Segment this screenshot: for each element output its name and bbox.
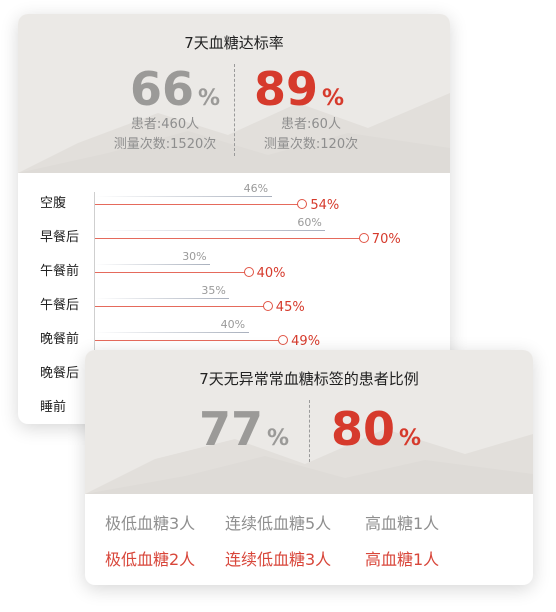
category-label: 晚餐前 xyxy=(40,332,80,347)
compliance-left-rate: 66% xyxy=(130,62,221,116)
bar-gray-label: 35% xyxy=(201,284,226,297)
bar-gray-label: 60% xyxy=(297,216,322,229)
tag-red-2: 连续低血糖3人 xyxy=(225,550,332,569)
bar-red xyxy=(95,306,268,307)
bar-red xyxy=(95,204,303,205)
category-label: 晚餐后 xyxy=(40,366,80,381)
bar-gray xyxy=(95,298,230,299)
bar-red-label: 70% xyxy=(371,232,401,247)
bar-red-endpoint xyxy=(297,199,308,209)
tag-ratio-right-rate: 80% xyxy=(331,402,422,456)
bar-red-endpoint xyxy=(243,267,254,277)
compliance-right-rate: 89% xyxy=(254,62,345,116)
bar-red-label: 45% xyxy=(275,300,305,315)
category-label: 空腹 xyxy=(40,196,67,211)
tag-red-3: 高血糖1人 xyxy=(365,550,440,569)
category-label: 睡前 xyxy=(40,400,67,415)
bar-gray xyxy=(95,332,249,333)
bar-red-label: 54% xyxy=(310,198,340,213)
compliance-left-measures: 测量次数:1520次 xyxy=(113,137,217,152)
bar-red-endpoint xyxy=(358,233,369,243)
bar-red-label: 40% xyxy=(256,266,286,281)
tag-ratio-divider xyxy=(309,400,310,462)
compliance-hero: 7天血糖达标率 66% 患者:460人 测量次数:1520次 89% 患者:60… xyxy=(18,14,450,173)
tag-gray-3: 高血糖1人 xyxy=(365,514,440,533)
compliance-title: 7天血糖达标率 xyxy=(184,34,284,52)
chart-axis xyxy=(94,192,95,424)
tag-red-1: 极低血糖2人 xyxy=(105,550,196,569)
compliance-right-patients: 患者:60人 xyxy=(281,117,341,132)
bar-gray xyxy=(95,264,211,265)
bar-red xyxy=(95,340,284,341)
tag-gray-2: 连续低血糖5人 xyxy=(225,514,332,533)
compliance-left-stats: 患者:460人 测量次数:1520次 xyxy=(100,115,230,155)
category-label: 午餐后 xyxy=(40,298,80,313)
tag-ratio-left-rate: 77% xyxy=(199,402,290,456)
bar-red xyxy=(95,238,364,239)
bar-gray-label: 30% xyxy=(182,250,207,263)
mountain-decoration xyxy=(85,429,533,494)
bar-gray-label: 46% xyxy=(243,182,269,195)
tag-gray-1: 极低血糖3人 xyxy=(105,514,196,533)
bar-red xyxy=(95,272,249,273)
category-label: 午餐前 xyxy=(40,264,80,279)
tag-ratio-title: 7天无异常常血糖标签的患者比例 xyxy=(199,370,419,388)
compliance-left-patients: 患者:460人 xyxy=(130,117,200,132)
bar-red-label: 49% xyxy=(291,334,321,349)
tag-ratio-hero: 7天无异常常血糖标签的患者比例 77% 80% xyxy=(85,350,533,494)
bar-gray xyxy=(95,230,326,231)
tag-ratio-card: 7天无异常常血糖标签的患者比例 77% 80% 极低血糖3人 连续低血糖5人 高… xyxy=(85,350,533,585)
bar-red-endpoint xyxy=(262,301,273,311)
bar-red-endpoint xyxy=(278,335,289,345)
category-label: 早餐后 xyxy=(40,230,80,245)
bar-gray xyxy=(95,196,272,197)
compliance-divider xyxy=(234,64,235,156)
compliance-right-stats: 患者:60人 测量次数:120次 xyxy=(246,115,376,155)
bar-gray-label: 40% xyxy=(220,318,246,331)
compliance-right-measures: 测量次数:120次 xyxy=(263,137,359,152)
